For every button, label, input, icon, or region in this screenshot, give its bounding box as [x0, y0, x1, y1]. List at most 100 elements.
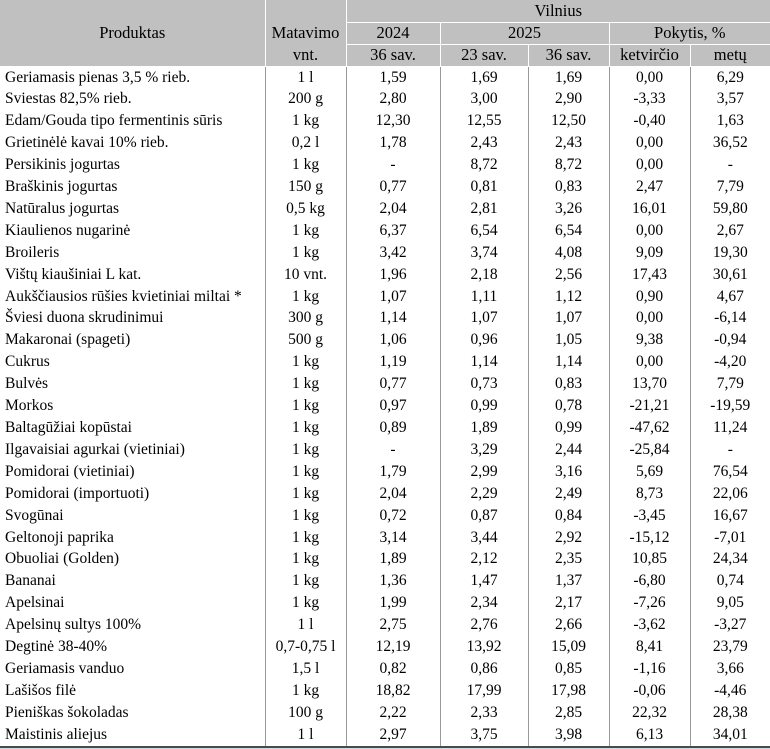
product-name-cell: Vištų kiaušiniai L kat. — [0, 263, 266, 286]
unit-cell: 1 kg — [264, 460, 347, 483]
value-2025-36sav-cell: 2,49 — [527, 482, 610, 505]
value-2024-36sav-cell: 1,79 — [345, 460, 441, 483]
table-row: Ilgavaisiai agurkai (vietiniai) 1 kg -3,29… — [0, 438, 770, 461]
change-year-cell: 7,79 — [689, 373, 770, 396]
value-2025-23sav-cell: 2,33 — [439, 701, 529, 724]
table-row: Maistinis aliejus 1 l 2,97 3,75 3,98 6,13 34,0… — [0, 723, 770, 746]
change-quarter-cell: 0,00 — [608, 66, 691, 89]
table-row: Baltagūžiai kopūstai 1 kg 0,89 1,89 0,99 -47,… — [0, 417, 770, 439]
unit-cell: 0,2 l — [264, 132, 347, 155]
value-2025-36sav-cell: 12,50 — [527, 110, 610, 133]
change-quarter-cell: -3,33 — [608, 88, 691, 111]
change-year-cell: 59,80 — [689, 197, 770, 220]
value-2025-36sav-cell: 2,90 — [527, 88, 610, 111]
change-year-cell: 3,57 — [689, 88, 770, 111]
value-2025-36sav-cell: 2,43 — [527, 132, 610, 155]
table-row: Pomidorai (importuoti) 1 kg 2,04 2,29 2,49 8,… — [0, 482, 770, 505]
table-row: Sviestas 82,5% rieb. 200 g 2,80 3,00 2,90 -3,… — [0, 88, 770, 111]
change-quarter-cell: -25,84 — [608, 438, 691, 461]
unit-cell: 0,5 kg — [264, 197, 347, 220]
product-name-cell: Grietinėlė kavai 10% rieb. — [0, 132, 266, 155]
unit-cell: 1 kg — [264, 219, 347, 242]
value-2025-36sav-cell: 17,98 — [527, 679, 610, 702]
value-2024-36sav-cell: 1,19 — [345, 351, 441, 374]
value-2024-36sav-cell: 12,30 — [345, 110, 441, 133]
value-2024-36sav-cell: 2,04 — [345, 197, 441, 220]
value-2024-36sav-cell: - — [345, 438, 441, 461]
product-name-cell: Geriamasis pienas 3,5 % rieb. — [0, 66, 266, 89]
change-year-cell: -4,46 — [689, 679, 770, 702]
table-row: Aukščiausios rūšies kvietiniai miltai * 1… — [0, 285, 770, 308]
value-2024-36sav-cell: - — [345, 154, 441, 177]
value-2025-36sav-cell: 0,83 — [527, 176, 610, 198]
unit-cell: 200 g — [264, 88, 347, 111]
product-name-cell: Šviesi duona skrudinimui — [0, 307, 266, 330]
value-2025-36sav-cell: 3,98 — [527, 723, 610, 746]
header-matavimo-line2: vnt. — [292, 44, 319, 64]
change-year-cell: 3,66 — [689, 657, 770, 680]
table-row: Geltonoji paprika 1 kg 3,14 3,44 2,92 -15,12-… — [0, 526, 770, 549]
value-2025-23sav-cell: 2,43 — [439, 132, 529, 155]
change-quarter-cell: -0,40 — [608, 110, 691, 133]
unit-cell: 1 kg — [264, 241, 347, 264]
value-2025-36sav-cell: 15,09 — [527, 636, 610, 658]
product-name-cell: Apelsinai — [0, 592, 266, 615]
table-header: Produktas Matavimo vnt. Vilnius 2024 202… — [0, 0, 770, 67]
header-produktas: Produktas — [0, 0, 266, 67]
value-2024-36sav-cell: 0,89 — [345, 417, 441, 439]
table-row: Vištų kiaušiniai L kat. 10 vnt. 1,96 2,18 2,… — [0, 263, 770, 286]
unit-cell: 1 kg — [264, 570, 347, 593]
product-name-cell: Svogūnai — [0, 504, 266, 527]
product-name-cell: Maistinis aliejus — [0, 723, 266, 746]
table-row: Degtinė 38-40% 0,7-0,75 l 12,19 13,92 15,09 8… — [0, 636, 770, 658]
product-name-cell: Cukrus — [0, 351, 266, 374]
unit-cell: 1 l — [264, 723, 347, 746]
change-year-cell: 22,06 — [689, 482, 770, 505]
table-row: Apelsinai 1 kg 1,99 2,34 2,17 -7,26 9,05 — [0, 592, 770, 615]
value-2025-36sav-cell: 0,78 — [527, 395, 610, 417]
change-quarter-cell: 13,70 — [608, 373, 691, 396]
change-year-cell: 7,79 — [689, 176, 770, 198]
change-year-cell: 4,67 — [689, 285, 770, 308]
change-quarter-cell: -3,62 — [608, 614, 691, 637]
value-2025-23sav-cell: 2,81 — [439, 197, 529, 220]
header-row-years: 2024 2025 Pokytis, % — [0, 21, 770, 45]
change-year-cell: -0,94 — [689, 329, 770, 352]
change-quarter-cell: -6,80 — [608, 570, 691, 593]
value-2025-36sav-cell: 1,37 — [527, 570, 610, 593]
change-quarter-cell: 6,13 — [608, 723, 691, 746]
change-quarter-cell: 5,69 — [608, 460, 691, 483]
product-name-cell: Edam/Gouda tipo fermentinis sūris — [0, 110, 266, 133]
change-year-cell: -6,14 — [689, 307, 770, 330]
value-2024-36sav-cell: 0,77 — [345, 373, 441, 396]
change-year-cell: 28,38 — [689, 701, 770, 724]
header-change-year: metų — [689, 43, 770, 67]
value-2025-23sav-cell: 2,99 — [439, 460, 529, 483]
value-2024-36sav-cell: 3,42 — [345, 241, 441, 264]
value-2024-36sav-cell: 1,59 — [345, 66, 441, 89]
table-row: Persikinis jogurtas 1 kg -8,72 8,72 0,00- — [0, 154, 770, 177]
value-2025-36sav-cell: 1,05 — [527, 329, 610, 352]
change-quarter-cell: 0,00 — [608, 219, 691, 242]
change-quarter-cell: 0,00 — [608, 351, 691, 374]
change-year-cell: 36,52 — [689, 132, 770, 155]
product-name-cell: Baltagūžiai kopūstai — [0, 417, 266, 439]
header-change-quarter: ketvirčio — [608, 43, 691, 67]
change-year-cell: 0,74 — [689, 570, 770, 593]
unit-cell: 1 kg — [264, 526, 347, 549]
change-year-cell: 34,01 — [689, 723, 770, 746]
table-row: Broileris 1 kg 3,42 3,74 4,08 9,09 19,30 — [0, 241, 770, 264]
value-2025-23sav-cell: 2,18 — [439, 263, 529, 286]
change-year-cell: -7,01 — [689, 526, 770, 549]
unit-cell: 1 kg — [264, 395, 347, 417]
change-year-cell: 16,67 — [689, 504, 770, 527]
unit-cell: 1 kg — [264, 417, 347, 439]
unit-cell: 1 kg — [264, 548, 347, 571]
header-matavimo-vnt: Matavimo vnt. — [264, 0, 347, 67]
value-2025-36sav-cell: 8,72 — [527, 154, 610, 177]
unit-cell: 1 kg — [264, 285, 347, 308]
value-2025-23sav-cell: 6,54 — [439, 219, 529, 242]
table-row: Obuoliai (Golden) 1 kg 1,89 2,12 2,35 10,85 24… — [0, 548, 770, 571]
header-row-weeks: 36 sav. 23 sav. 36 sav. ketvirčio metų — [0, 43, 770, 67]
header-year-2024: 2024 — [346, 21, 441, 45]
